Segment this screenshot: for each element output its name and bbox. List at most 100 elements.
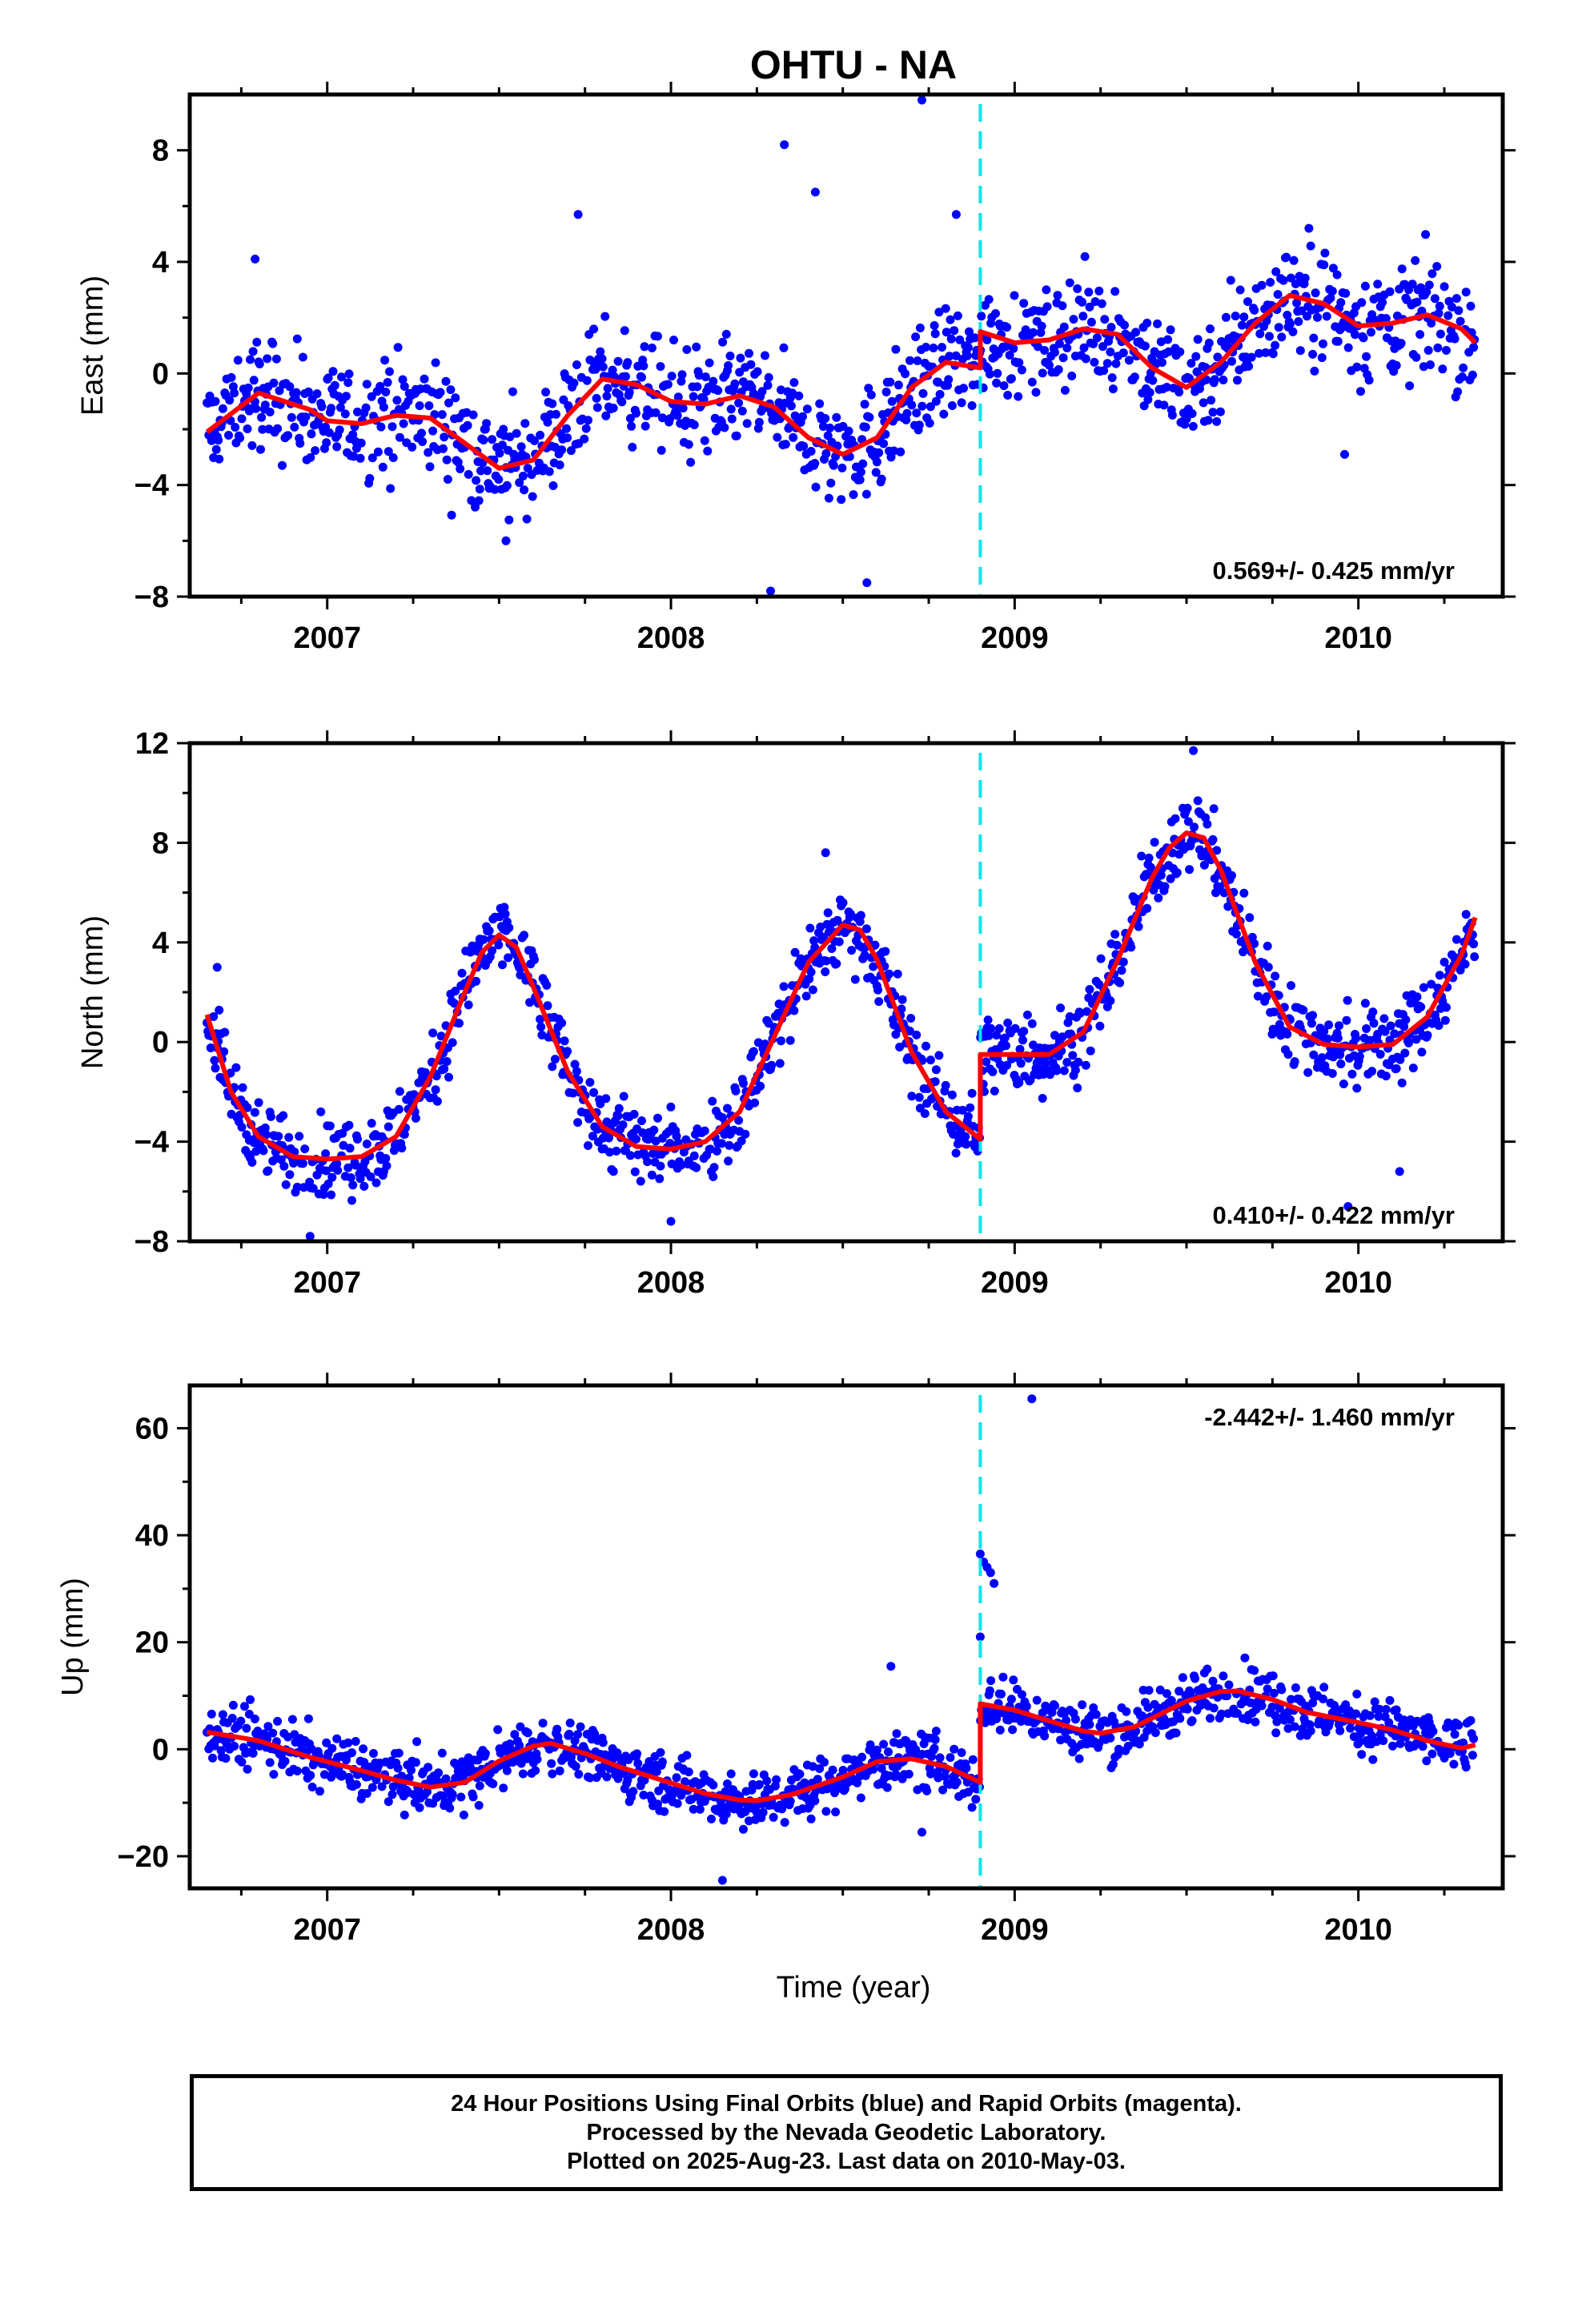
x-tick-label: 2010 (1324, 621, 1392, 655)
data-point (786, 401, 796, 411)
data-point (984, 1031, 994, 1040)
data-point (959, 384, 968, 393)
data-point (962, 1140, 971, 1149)
data-point (1085, 985, 1094, 994)
data-point (1412, 297, 1422, 307)
data-point (548, 1769, 557, 1779)
data-point (472, 976, 481, 986)
data-point (1154, 893, 1163, 903)
data-point (500, 903, 509, 912)
data-point (440, 1064, 449, 1074)
data-point (1466, 1715, 1476, 1725)
data-point (274, 1132, 283, 1141)
data-point (1131, 894, 1141, 903)
data-point (1435, 971, 1444, 980)
data-point (362, 380, 371, 389)
data-point (1210, 375, 1219, 384)
data-point (353, 1135, 362, 1144)
y-axis-label: North (mm) (76, 915, 110, 1069)
data-point (206, 1043, 215, 1052)
east-panel: 2007 2008 2009 2010 −8 −4 0 4 8 East (mm) 0.569+/-… (76, 82, 1516, 655)
data-point (985, 369, 994, 379)
data-point (564, 1729, 574, 1739)
data-point (614, 1104, 624, 1113)
data-point (700, 436, 709, 445)
data-point (713, 1146, 721, 1156)
data-point (785, 1035, 795, 1045)
data-point (608, 1167, 618, 1176)
data-point (1271, 267, 1281, 276)
data-point (572, 360, 581, 369)
data-point (479, 436, 488, 444)
data-point (709, 376, 718, 386)
data-point (1317, 353, 1327, 363)
data-point (692, 342, 701, 352)
data-point (678, 404, 688, 413)
data-point (362, 1789, 371, 1798)
data-point (248, 1748, 258, 1758)
data-point (231, 423, 240, 432)
data-point (1003, 1018, 1013, 1027)
data-point (1159, 400, 1169, 410)
data-point (1364, 376, 1374, 385)
data-point (1235, 285, 1245, 295)
data-point (621, 372, 630, 381)
data-point (1439, 282, 1449, 292)
data-point (946, 315, 955, 324)
data-point (1042, 285, 1051, 295)
data-point (287, 412, 296, 422)
data-point (1029, 328, 1038, 337)
data-point (455, 1019, 464, 1028)
data-point (400, 382, 409, 391)
data-point (1111, 359, 1121, 368)
data-point (1185, 865, 1195, 875)
data-point (394, 1104, 404, 1114)
y-tick-label: 4 (152, 927, 169, 960)
data-point (754, 417, 764, 427)
data-point (542, 980, 552, 990)
y-tick-label: −8 (135, 1225, 169, 1259)
data-point (1290, 1057, 1299, 1067)
data-point (1375, 1050, 1385, 1059)
data-point (906, 1014, 916, 1023)
data-point (749, 1047, 758, 1056)
data-point (255, 360, 264, 368)
data-point (992, 1714, 1002, 1723)
data-point (1326, 293, 1335, 303)
data-point (322, 1166, 331, 1176)
data-point (929, 344, 938, 352)
data-point (1167, 410, 1177, 420)
data-point (432, 1096, 442, 1106)
data-point (1381, 1072, 1391, 1081)
data-point (905, 356, 914, 365)
data-point (574, 1770, 584, 1779)
data-point (921, 1041, 930, 1051)
data-point (523, 1728, 532, 1738)
data-point (1233, 1709, 1242, 1719)
data-point (708, 1096, 717, 1106)
data-point (448, 1038, 457, 1047)
data-point (825, 423, 835, 432)
data-point (1283, 1050, 1293, 1059)
data-point (1335, 1050, 1345, 1059)
data-point (280, 1756, 290, 1766)
data-point (653, 1113, 662, 1123)
data-point (596, 1099, 605, 1108)
data-point (1102, 359, 1112, 368)
data-point (628, 442, 637, 452)
data-point (1145, 388, 1154, 397)
data-point (1411, 352, 1421, 362)
data-point (1009, 344, 1018, 353)
data-point (227, 1714, 237, 1723)
data-point (779, 982, 789, 991)
data-point (283, 431, 293, 440)
data-point (637, 1116, 646, 1125)
data-point (582, 376, 592, 385)
data-point (1404, 1038, 1413, 1047)
data-point (1253, 991, 1263, 1001)
data-point (411, 1113, 420, 1123)
data-point (962, 1763, 971, 1773)
data-point (1056, 1735, 1066, 1745)
data-point (557, 445, 567, 455)
data-point (1309, 1050, 1319, 1059)
